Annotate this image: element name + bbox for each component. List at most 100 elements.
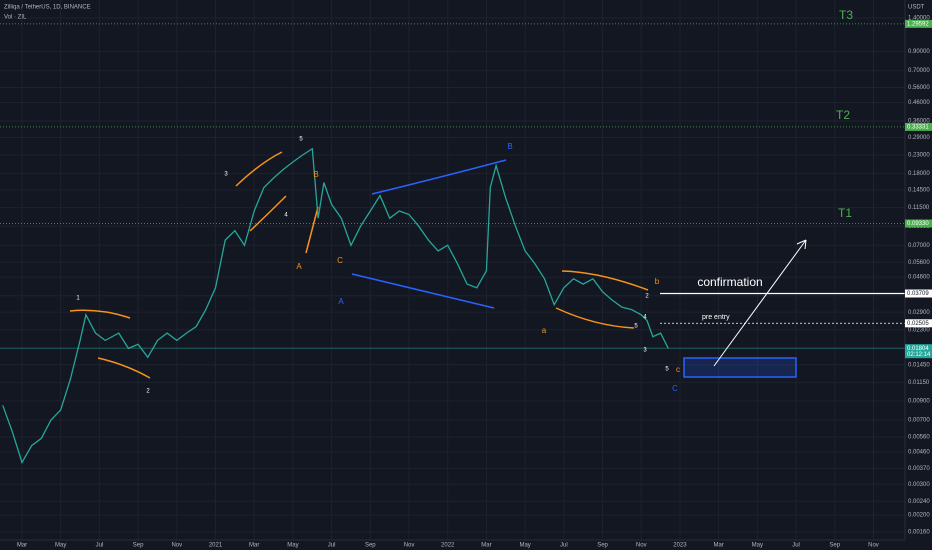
grid: [0, 0, 905, 540]
x-tick-label: Jul: [328, 543, 336, 549]
x-tick-label: Jul: [792, 543, 800, 549]
y-tick-label: 0.04600: [908, 275, 930, 281]
channel: [69, 309, 131, 319]
wave-label: 3: [643, 348, 647, 354]
price-badge-label: 0.03709: [907, 291, 929, 297]
y-tick-label: 0.90000: [908, 49, 930, 55]
x-tick-label: Mar: [713, 543, 723, 549]
x-tick-label: Jul: [96, 543, 104, 549]
wave-label: c: [676, 365, 680, 374]
price-badge: [905, 344, 932, 359]
price-line: [2, 147, 669, 465]
x-tick-label: Jul: [560, 543, 568, 549]
y-tick-label: 0.02900: [908, 310, 930, 316]
wave-label: 4: [284, 213, 288, 219]
volume-title: Vol · ZIL: [4, 15, 27, 21]
y-tick-label: 0.00240: [908, 499, 930, 505]
wave-label: 5: [665, 367, 669, 373]
wave-label: C: [672, 384, 678, 393]
channel: [351, 273, 495, 309]
price-badge: [905, 219, 932, 228]
wave-label: 4: [643, 315, 647, 321]
y-tick-label: 0.70000: [908, 68, 930, 74]
price-badge: [905, 19, 932, 28]
drawings: [69, 151, 807, 379]
x-tick-label: Nov: [636, 543, 647, 549]
y-tick-label: 0.46000: [908, 100, 930, 106]
wave-label: A: [338, 297, 344, 306]
wave-label: 2: [645, 294, 649, 300]
wave-label: 1: [76, 296, 80, 302]
wave-label: 3: [224, 172, 228, 178]
plot: [2, 147, 669, 465]
x-tick-label: May: [519, 543, 530, 549]
arrow: [713, 239, 807, 367]
x-tick-label: 2023: [673, 543, 687, 549]
channel: [249, 195, 287, 232]
wave-label: a: [542, 326, 547, 335]
y-tick-label: 0.00900: [908, 399, 930, 405]
wave-label: 5: [634, 324, 638, 330]
price-badge-label: 0.09330: [907, 221, 929, 227]
price-badge: [905, 319, 932, 328]
x-tick-label: 2021: [209, 543, 223, 549]
unit: USDT: [908, 5, 925, 11]
channel: [555, 307, 635, 329]
price-badge-label: 0.01804: [907, 346, 929, 352]
annotations: 1 2 3 4 5 2 4 5 3 5 A B C A B C a b c co…: [76, 8, 853, 394]
note: pre entry: [702, 314, 730, 321]
x-tick-label: Nov: [171, 543, 182, 549]
y-tick-label: 0.23000: [908, 153, 930, 159]
y-tick-label: 0.00200: [908, 513, 930, 519]
price-badge: [905, 122, 932, 131]
price-badge: [905, 289, 932, 298]
channel: [97, 357, 151, 379]
entry-box: [683, 357, 797, 378]
y-tick-label: 1.40000: [908, 16, 930, 22]
x-tick-label: Nov: [868, 543, 879, 549]
x-tick-label: Nov: [404, 543, 415, 549]
y-tick-label: 0.56000: [908, 85, 930, 91]
x-tick-label: Mar: [17, 543, 27, 549]
wave-label: 5: [299, 137, 303, 143]
y-tick-label: 0.11500: [908, 205, 930, 211]
x-tick-label: 2022: [441, 543, 455, 549]
y-tick-label: 0.00160: [908, 530, 930, 536]
x-tick-label: Sep: [597, 543, 608, 549]
y-tick-label: 0.18000: [908, 171, 930, 177]
y-tick-label: 0.00700: [908, 418, 930, 424]
wave-label: A: [296, 262, 302, 271]
wave-label: C: [337, 256, 343, 265]
y-tick-label: 0.05600: [908, 260, 930, 266]
target-label: T2: [836, 108, 850, 122]
y-tick-label: 0.29000: [908, 135, 930, 141]
y-tick-label: 0.00300: [908, 482, 930, 488]
wave-label: 2: [146, 389, 150, 395]
x-tick-label: Sep: [829, 543, 840, 549]
wave-label: b: [655, 277, 660, 286]
x-tick-label: Mar: [481, 543, 491, 549]
target-label: T1: [838, 206, 852, 220]
price-badge-label: 1.29592: [907, 21, 929, 27]
x-tick-label: Mar: [249, 543, 259, 549]
x-tick-label: May: [55, 543, 66, 549]
x-tick-label: Sep: [133, 543, 144, 549]
note: confirmation: [697, 275, 762, 289]
channel: [235, 151, 283, 187]
wave-label: B: [313, 170, 318, 179]
channel: [305, 206, 319, 254]
y-tick-label: 0.36000: [908, 119, 930, 125]
price-badge-label: 0.33331: [907, 124, 929, 130]
y-tick-label: 0.07000: [908, 243, 930, 249]
y-tick-label: 0.00460: [908, 449, 930, 455]
channel: [561, 270, 649, 291]
y-tick-label: 0.14500: [908, 188, 930, 194]
y-tick-label: 0.01150: [908, 380, 930, 386]
y-tick-label: 0.00370: [908, 466, 930, 472]
x-tick-label: May: [287, 543, 298, 549]
price-badge-label: 0.02505: [907, 321, 929, 327]
chart-title: Zilliqa / TetherUS, 1D, BINANCE: [4, 5, 91, 11]
target-label: T3: [839, 8, 853, 22]
